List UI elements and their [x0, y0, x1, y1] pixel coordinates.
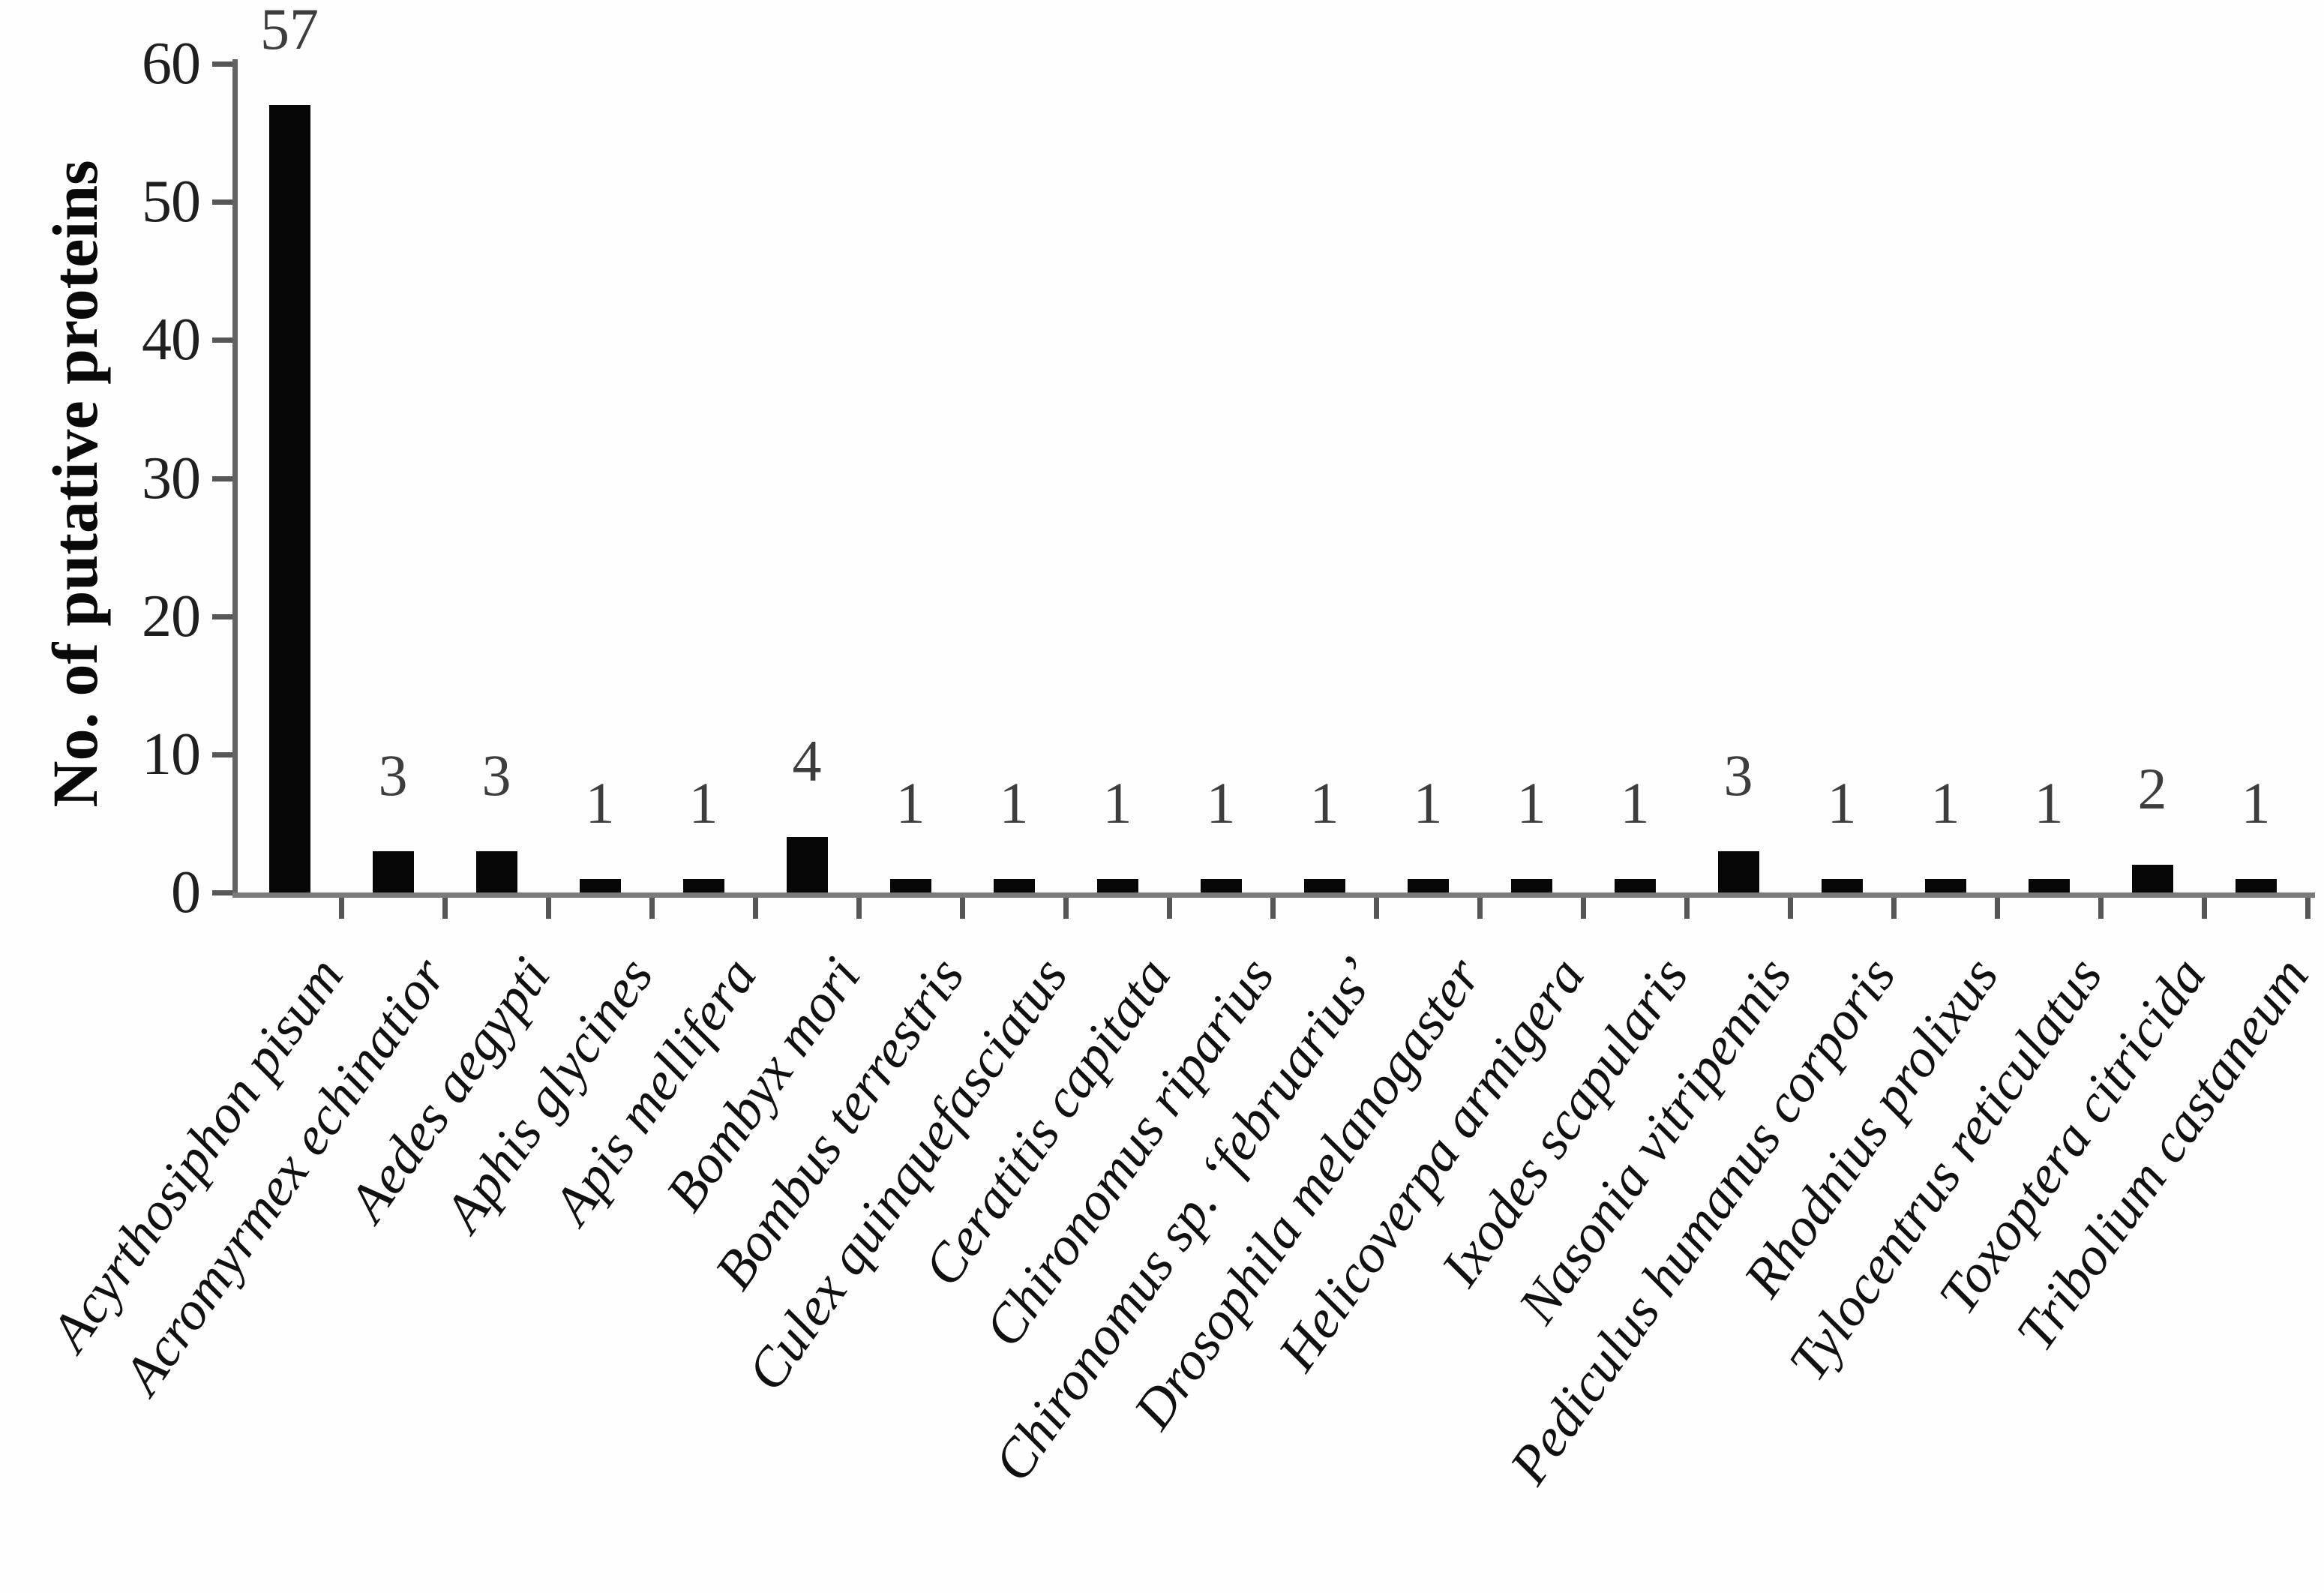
bar	[1200, 878, 1242, 892]
bar-value-label: 1	[1827, 770, 1857, 836]
bar-value-label: 1	[585, 770, 615, 836]
x-tick	[856, 898, 862, 919]
bar-value-label: 4	[792, 728, 822, 794]
y-tick	[212, 338, 232, 344]
bar-value-label: 1	[688, 770, 718, 836]
bar	[1614, 878, 1656, 892]
bar	[1510, 878, 1552, 892]
y-tick	[212, 890, 232, 896]
bar	[1717, 850, 1759, 892]
x-tick	[1374, 898, 1379, 919]
bar-value-label: 57	[260, 0, 319, 62]
x-tick	[1063, 898, 1069, 919]
y-tick	[212, 476, 232, 482]
x-tick	[1581, 898, 1586, 919]
bar	[2131, 865, 2173, 892]
bar-value-label: 1	[999, 770, 1029, 836]
x-tick	[1788, 898, 1793, 919]
x-tick	[1684, 898, 1690, 919]
bar-value-label: 1	[2034, 770, 2064, 836]
bar	[993, 878, 1035, 892]
bar	[682, 878, 724, 892]
x-tick	[649, 898, 655, 919]
x-tick	[753, 898, 758, 919]
bar	[1303, 878, 1345, 892]
x-tick	[1270, 898, 1276, 919]
x-tick	[1167, 898, 1172, 919]
bar-value-label: 1	[1413, 770, 1443, 836]
x-tick	[1995, 898, 2000, 919]
y-tick	[212, 614, 232, 620]
y-tick-label: 60	[142, 31, 201, 97]
bar	[268, 105, 310, 892]
y-tick-label: 20	[142, 583, 201, 650]
bar	[475, 850, 517, 892]
y-tick-label: 10	[142, 721, 201, 788]
y-tick-label: 30	[142, 445, 201, 512]
bar	[1407, 878, 1449, 892]
bar-value-label: 1	[895, 770, 925, 836]
y-tick	[212, 752, 232, 758]
bar-value-label: 2	[2137, 756, 2167, 822]
bar-value-label: 1	[1930, 770, 1960, 836]
x-tick	[1891, 898, 1897, 919]
bar	[1924, 878, 1966, 892]
bar-value-label: 3	[1723, 742, 1753, 808]
bar	[1096, 878, 1138, 892]
bar-value-label: 3	[378, 742, 408, 808]
bar-value-label: 1	[1206, 770, 1236, 836]
bar	[786, 837, 828, 892]
bar-value-label: 3	[481, 742, 511, 808]
x-tick	[339, 898, 344, 919]
bar	[579, 878, 621, 892]
x-tick	[442, 898, 448, 919]
bar-value-label: 1	[1309, 770, 1339, 836]
bar-value-label: 1	[2241, 770, 2271, 836]
y-tick-label: 40	[142, 307, 201, 374]
bar-value-label: 1	[1102, 770, 1132, 836]
y-tick-label: 50	[142, 169, 201, 236]
x-axis-line	[232, 892, 2315, 898]
y-tick	[212, 200, 232, 206]
bar-value-label: 1	[1620, 770, 1650, 836]
bar	[2235, 878, 2277, 892]
x-tick	[546, 898, 551, 919]
x-tick	[2098, 898, 2104, 919]
bar	[372, 850, 414, 892]
x-tick	[960, 898, 965, 919]
x-tick	[2202, 898, 2207, 919]
x-tick	[2305, 898, 2311, 919]
bar	[2028, 878, 2070, 892]
plot-area: 0 10 20 30 40 50 60 57 Acyrthosiphon pisum 3 Acrom…	[38, 0, 2320, 1495]
y-tick	[212, 62, 232, 67]
y-tick-label: 0	[171, 860, 201, 926]
y-axis-line	[232, 59, 238, 898]
x-tick	[1477, 898, 1483, 919]
bar	[889, 878, 931, 892]
bar-value-label: 1	[1516, 770, 1546, 836]
bar	[1821, 878, 1863, 892]
